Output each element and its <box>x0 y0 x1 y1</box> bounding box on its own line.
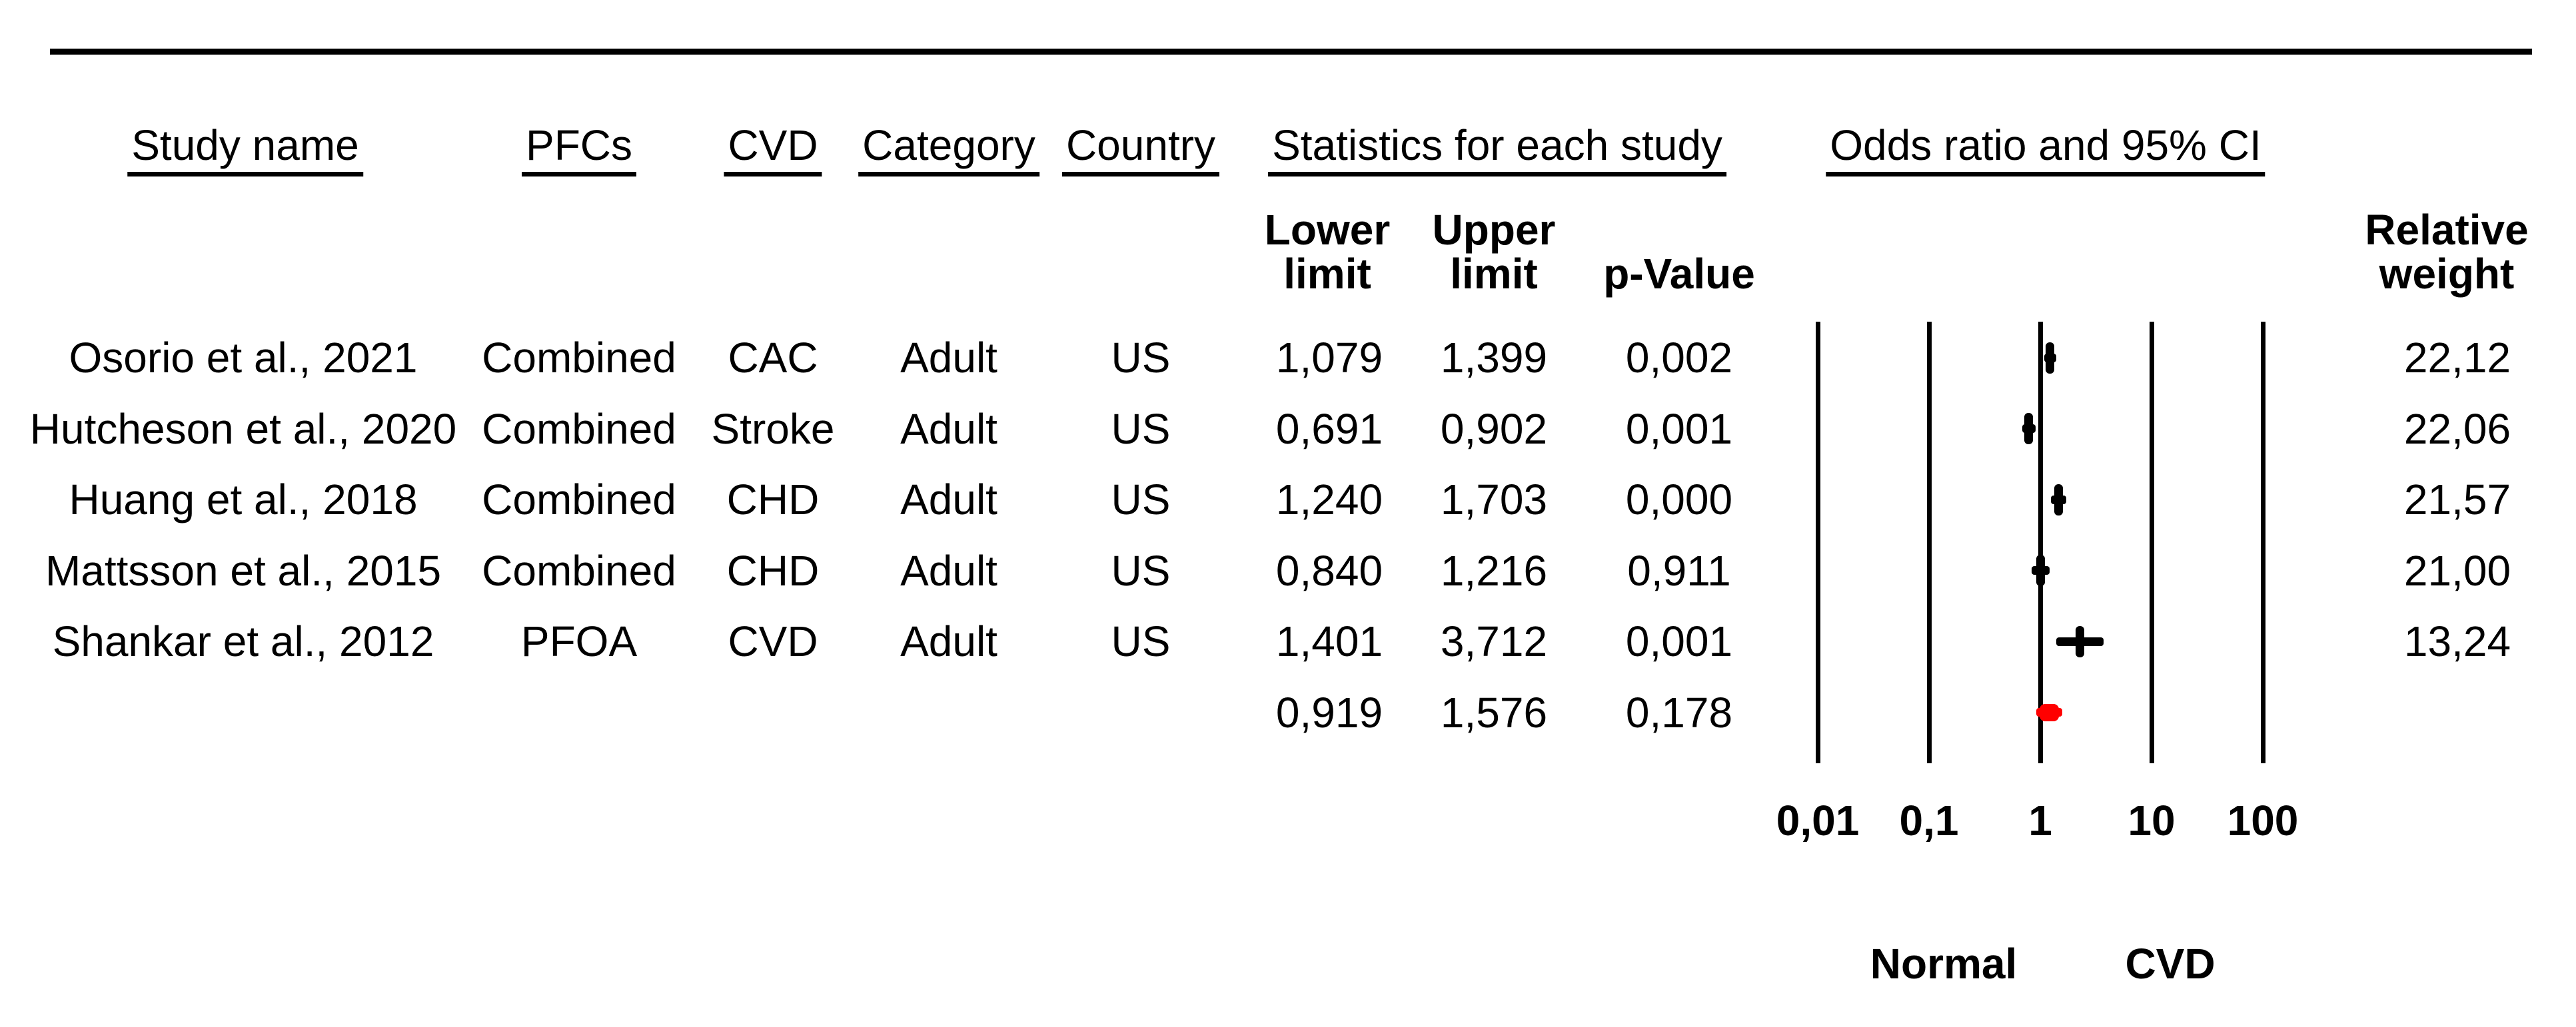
cell-study-name: Mattsson et al., 2015 <box>45 546 442 595</box>
col-header-country: Country <box>1061 124 1220 176</box>
col-subheader-p-value: p-Value <box>1603 250 1755 298</box>
cell-category: Adult <box>900 476 997 523</box>
summary-point-marker <box>2039 703 2059 721</box>
cell-lower-limit: 1,401 <box>1275 617 1383 665</box>
lower-limit-line1: Lower <box>1264 206 1391 254</box>
relative-weight-line1: Relative <box>2365 206 2529 254</box>
gridline-10 <box>2149 322 2154 763</box>
cell-country: US <box>1111 334 1171 382</box>
relative-weight-line2: weight <box>2379 250 2515 298</box>
study-point-marker <box>2036 555 2046 586</box>
cell-study-name: Huang et al., 2018 <box>69 476 418 523</box>
cell-lower-limit: 1,079 <box>1275 334 1383 382</box>
cell-cvd-outcome: CAC <box>728 334 818 382</box>
cell-country: US <box>1111 617 1171 665</box>
cell-lower-limit: 0,840 <box>1275 546 1383 595</box>
study-point-marker <box>2024 413 2034 444</box>
upper-limit-line2: limit <box>1450 250 1538 298</box>
study-point-marker <box>2054 484 2063 515</box>
cell-category: Adult <box>900 404 997 453</box>
cell-pfcs: PFOA <box>520 617 638 665</box>
gridline-0,1 <box>1926 322 1932 763</box>
cell-category: Adult <box>900 334 997 382</box>
cell-relative-weight: 21,57 <box>2403 476 2511 523</box>
cell-summary-p-value: 0,178 <box>1625 688 1733 737</box>
col-subheader-lower-limit: Lower limit <box>1265 208 1390 296</box>
cell-relative-weight: 21,00 <box>2403 546 2511 595</box>
cell-study-name: Hutcheson et al., 2020 <box>29 404 457 453</box>
axis-tick-label: 10 <box>2128 797 2176 845</box>
cell-summary-lower-limit: 0,919 <box>1275 688 1383 737</box>
top-rule <box>50 49 2532 55</box>
cell-p-value: 0,911 <box>1627 546 1731 595</box>
cell-upper-limit: 3,712 <box>1440 617 1548 665</box>
col-header-cvd: CVD <box>724 124 822 176</box>
gridline-0,01 <box>1815 322 1820 763</box>
cell-study-name: Shankar et al., 2012 <box>52 617 434 665</box>
gridline-100 <box>2260 322 2265 763</box>
cell-upper-limit: 1,216 <box>1440 546 1548 595</box>
upper-limit-line1: Upper <box>1432 206 1556 254</box>
lower-limit-line2: limit <box>1283 250 1371 298</box>
cell-relative-weight: 13,24 <box>2403 617 2511 665</box>
cell-cvd-outcome: Stroke <box>711 404 835 453</box>
study-point-marker <box>2076 625 2085 657</box>
cell-cvd-outcome: CHD <box>726 476 820 523</box>
cell-cvd-outcome: CHD <box>726 546 820 595</box>
cell-relative-weight: 22,06 <box>2403 404 2511 453</box>
cell-p-value: 0,001 <box>1625 404 1733 453</box>
cell-cvd-outcome: CVD <box>728 617 818 665</box>
cell-p-value: 0,001 <box>1625 617 1733 665</box>
col-header-odds-ratio-group: Odds ratio and 95% CI <box>1826 124 2265 176</box>
cell-upper-limit: 1,399 <box>1440 334 1548 382</box>
col-header-pfcs: PFCs <box>522 124 636 176</box>
cell-country: US <box>1111 476 1171 523</box>
favours-right-label: CVD <box>2125 940 2216 988</box>
cell-pfcs: Combined <box>482 334 676 382</box>
cell-upper-limit: 1,703 <box>1440 476 1548 523</box>
cell-pfcs: Combined <box>482 546 676 595</box>
axis-tick-label: 100 <box>2227 797 2299 845</box>
cell-category: Adult <box>900 617 997 665</box>
col-subheader-upper-limit: Upper limit <box>1433 208 1556 296</box>
axis-tick-label: 1 <box>2028 797 2052 845</box>
cell-upper-limit: 0,902 <box>1440 404 1548 453</box>
cell-lower-limit: 1,240 <box>1275 476 1383 523</box>
favours-left-label: Normal <box>1870 940 2018 988</box>
axis-tick-label: 0,1 <box>1899 797 1959 845</box>
cell-p-value: 0,002 <box>1625 334 1733 382</box>
cell-study-name: Osorio et al., 2021 <box>69 334 418 382</box>
cell-p-value: 0,000 <box>1625 476 1733 523</box>
cell-country: US <box>1111 404 1171 453</box>
axis-tick-label: 0,01 <box>1776 797 1860 845</box>
cell-country: US <box>1111 546 1171 595</box>
cell-pfcs: Combined <box>482 476 676 523</box>
study-point-marker <box>2046 342 2055 374</box>
gridline-1 <box>2038 322 2043 763</box>
cell-lower-limit: 0,691 <box>1275 404 1383 453</box>
cell-pfcs: Combined <box>482 404 676 453</box>
cell-relative-weight: 22,12 <box>2403 334 2511 382</box>
col-header-category: Category <box>858 124 1039 176</box>
cell-category: Adult <box>900 546 997 595</box>
col-header-study-name: Study name <box>127 124 363 176</box>
col-subheader-relative-weight: Relative weight <box>2365 208 2528 296</box>
cell-summary-upper-limit: 1,576 <box>1440 688 1548 737</box>
col-header-statistics-group: Statistics for each study <box>1268 124 1726 176</box>
